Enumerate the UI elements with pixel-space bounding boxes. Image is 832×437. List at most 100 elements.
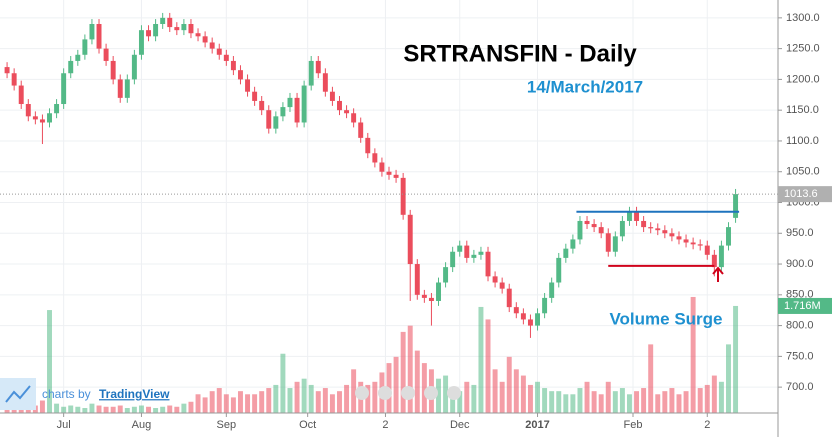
candle-body — [471, 254, 477, 258]
volume-bar — [733, 305, 739, 413]
candle-body — [344, 110, 350, 114]
nav-button[interactable] — [401, 386, 415, 400]
volume-bar — [273, 384, 279, 413]
volume-bar — [634, 391, 640, 413]
candle-body — [195, 33, 201, 37]
nav-button[interactable] — [424, 386, 438, 400]
volume-bar — [690, 296, 696, 413]
nav-button[interactable] — [378, 386, 392, 400]
candle-body — [619, 220, 625, 237]
y-tick-label: 1050.0 — [786, 166, 820, 178]
candle-body — [96, 24, 102, 49]
x-tick-label: Feb — [624, 419, 643, 431]
volume-bar — [492, 369, 498, 413]
volume-bar — [54, 403, 60, 413]
volume-bar — [718, 381, 724, 413]
volume-bar — [619, 388, 625, 413]
candle-body — [103, 48, 109, 61]
volume-bar — [421, 363, 427, 413]
candle-body — [329, 91, 335, 101]
volume-bar — [202, 397, 208, 413]
candle-body — [669, 233, 675, 237]
candle-body — [641, 220, 647, 228]
candle-body — [634, 211, 640, 221]
volume-bar — [549, 391, 555, 413]
candle-body — [527, 319, 533, 326]
volume-bar — [237, 391, 243, 413]
volume-bar — [188, 401, 194, 413]
nav-button[interactable] — [447, 386, 461, 400]
volume-bar — [372, 381, 378, 413]
candle-body — [245, 79, 251, 92]
volume-bar — [280, 353, 286, 413]
candle-body — [662, 230, 668, 234]
candle-body — [520, 313, 526, 320]
brand: charts by TradingView — [0, 378, 170, 410]
volume-bar — [506, 356, 512, 413]
candle-body — [626, 211, 632, 221]
candle-body — [131, 54, 137, 80]
brand-name[interactable]: TradingView — [99, 387, 170, 401]
x-tick-label: Dec — [450, 419, 470, 431]
candle-body — [464, 245, 470, 258]
candle-body — [25, 104, 31, 117]
y-tick-label: 900.0 — [786, 258, 814, 270]
y-tick-label: 950.0 — [786, 227, 814, 239]
volume-bar — [252, 394, 258, 413]
volume-bar — [117, 405, 123, 413]
candle-body — [308, 60, 314, 86]
volume-bar — [365, 384, 371, 413]
volume-bar — [47, 310, 52, 413]
x-tick-label: Sep — [217, 419, 237, 431]
candle-body — [499, 282, 505, 289]
y-tick-label: 800.0 — [786, 320, 814, 332]
candle-body — [146, 30, 152, 37]
volume-bar — [96, 405, 102, 413]
candle-body — [400, 177, 406, 215]
volume-bar — [294, 381, 300, 413]
volume-bar — [591, 391, 597, 413]
volume-bar — [471, 384, 477, 413]
volume-bar — [39, 400, 45, 413]
candle-body — [457, 245, 463, 252]
candle-body — [82, 39, 88, 55]
volume-bar — [344, 384, 350, 413]
candle-body — [153, 24, 159, 37]
x-tick-label: Jul — [57, 419, 71, 431]
candle-body — [711, 254, 717, 268]
candle-body — [315, 60, 321, 74]
volume-bar — [563, 394, 569, 413]
volume-bar — [520, 375, 526, 413]
y-tick-label: 1200.0 — [786, 73, 820, 85]
candle-body — [124, 79, 130, 98]
candle-body — [718, 245, 724, 268]
volume-bar — [683, 391, 689, 413]
logo — [0, 378, 36, 410]
volume-bar — [655, 394, 661, 413]
volume-bar — [499, 381, 505, 413]
volume-bar — [315, 391, 321, 413]
volume-bar — [641, 388, 647, 413]
candle-body — [160, 17, 166, 25]
candle-body — [648, 227, 654, 229]
candle-body — [605, 233, 611, 252]
last-price-box — [778, 186, 832, 203]
volume-bar — [556, 391, 562, 413]
brand-prefix: charts by — [42, 387, 91, 401]
volume-bar — [648, 344, 654, 413]
x-tick-label: 2 — [382, 419, 388, 431]
x-tick-label: 2 — [704, 419, 710, 431]
volume-bar — [124, 408, 130, 413]
candle-body — [372, 153, 378, 163]
candle-body — [563, 248, 569, 258]
candle-body — [485, 251, 491, 277]
annotation: Volume Surge — [609, 309, 722, 328]
candle-body — [365, 137, 371, 154]
nav-button[interactable] — [355, 386, 369, 400]
candle-body — [414, 264, 420, 295]
candle-body — [230, 60, 236, 71]
candle-body — [18, 85, 24, 105]
candle-body — [584, 220, 590, 225]
candle-body — [676, 236, 682, 240]
